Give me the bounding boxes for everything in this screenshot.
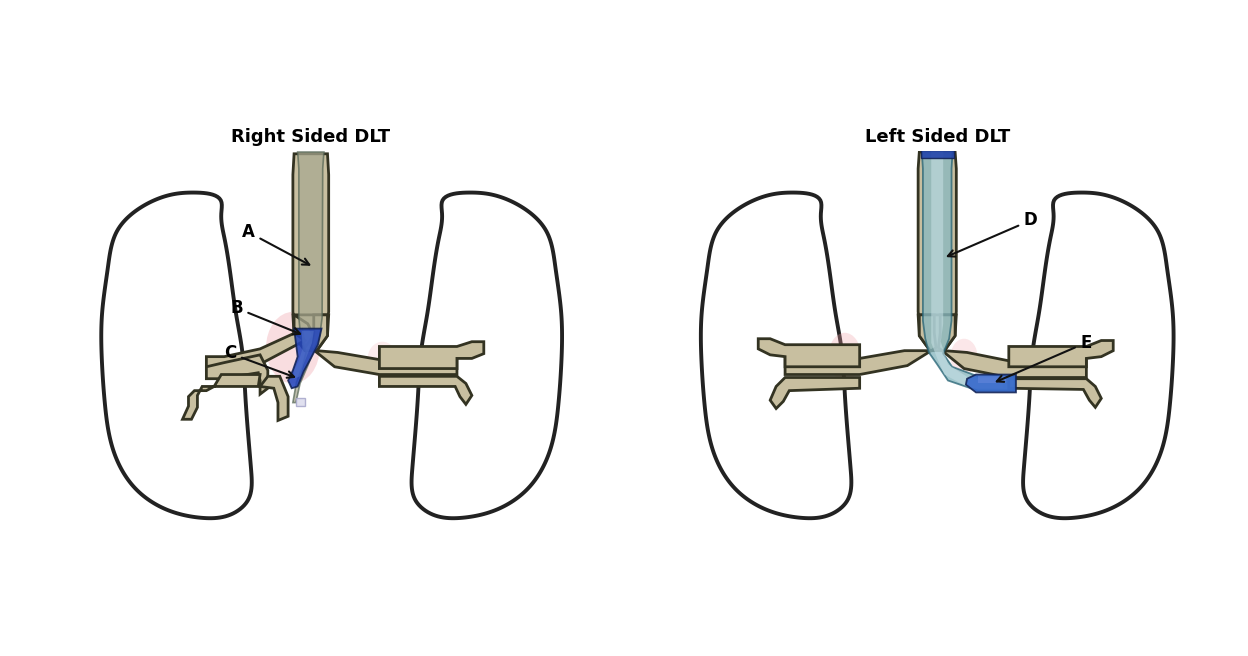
Title: Right Sided DLT: Right Sided DLT — [231, 129, 391, 146]
Polygon shape — [785, 315, 936, 375]
Polygon shape — [206, 315, 313, 371]
Polygon shape — [296, 398, 305, 406]
Polygon shape — [931, 150, 1003, 388]
Text: A: A — [242, 223, 310, 265]
Polygon shape — [311, 315, 457, 375]
Polygon shape — [293, 154, 328, 330]
Polygon shape — [182, 375, 260, 419]
Polygon shape — [938, 315, 1086, 377]
Polygon shape — [260, 377, 288, 420]
Polygon shape — [977, 377, 1006, 384]
Polygon shape — [966, 375, 1016, 392]
Polygon shape — [293, 315, 328, 351]
Polygon shape — [919, 152, 956, 330]
Polygon shape — [1008, 379, 1101, 407]
Title: Left Sided DLT: Left Sided DLT — [865, 129, 1010, 146]
Polygon shape — [293, 152, 324, 403]
Text: B: B — [230, 299, 300, 335]
Text: E: E — [997, 334, 1092, 382]
Polygon shape — [101, 193, 252, 518]
Ellipse shape — [951, 338, 977, 375]
Polygon shape — [206, 355, 268, 394]
Polygon shape — [759, 338, 860, 367]
Text: D: D — [948, 211, 1037, 256]
Text: C: C — [225, 344, 295, 378]
Polygon shape — [921, 150, 953, 158]
Polygon shape — [288, 329, 322, 388]
Polygon shape — [379, 377, 472, 404]
Ellipse shape — [266, 312, 319, 384]
Polygon shape — [1008, 340, 1113, 367]
Polygon shape — [412, 193, 562, 518]
Ellipse shape — [367, 342, 397, 377]
Ellipse shape — [829, 333, 861, 380]
Polygon shape — [919, 315, 956, 351]
Polygon shape — [701, 193, 851, 518]
Polygon shape — [379, 342, 484, 369]
Polygon shape — [295, 331, 313, 379]
Polygon shape — [1023, 193, 1173, 518]
Polygon shape — [770, 377, 860, 409]
Polygon shape — [922, 150, 1015, 390]
